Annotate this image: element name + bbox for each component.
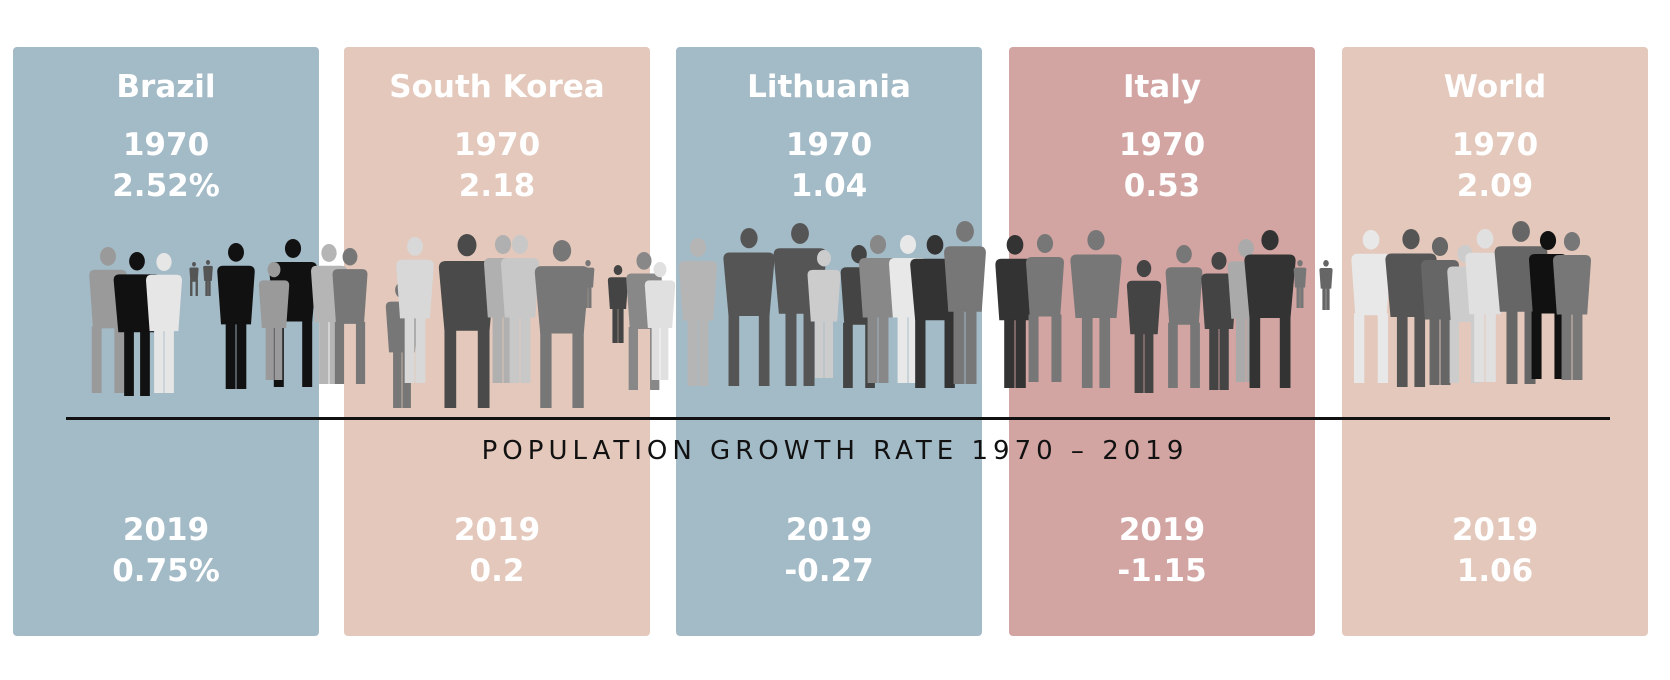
person-silhouette	[995, 235, 1035, 388]
start-year: 1970	[1118, 127, 1206, 163]
person-silhouette	[581, 260, 595, 308]
end-year: 2019	[1118, 512, 1206, 548]
person-silhouette	[1244, 230, 1296, 388]
person-silhouette	[189, 262, 199, 296]
chart-caption: POPULATION GROWTH RATE 1970 – 2019	[481, 436, 1189, 466]
country-name: Brazil	[116, 69, 216, 105]
end-value: 0.2	[469, 553, 525, 589]
start-value: 2.09	[1456, 168, 1534, 204]
person-silhouette	[723, 228, 775, 386]
person-silhouette	[1165, 245, 1203, 388]
timeline-baseline	[66, 417, 1610, 420]
country-name: Lithuania	[747, 69, 911, 105]
start-value: 2.52%	[112, 168, 220, 204]
person-silhouette	[807, 250, 841, 378]
person-silhouette	[217, 243, 255, 389]
end-year: 2019	[1451, 512, 1539, 548]
person-silhouette	[859, 235, 897, 383]
person-silhouette	[203, 260, 213, 296]
start-block: 1970 0.53	[1009, 125, 1315, 207]
start-year: 1970	[785, 127, 873, 163]
start-value: 0.53	[1123, 168, 1201, 204]
person-silhouette	[332, 247, 368, 384]
end-value: 0.75%	[112, 553, 220, 589]
person-silhouette	[944, 221, 986, 384]
country-name: Italy	[1122, 69, 1202, 105]
person-silhouette	[438, 234, 496, 408]
person-silhouette	[258, 262, 290, 380]
person-silhouette	[501, 235, 539, 383]
person-silhouette	[534, 240, 590, 408]
end-value: -1.15	[1117, 553, 1207, 589]
start-value: 2.18	[458, 168, 536, 204]
person-silhouette	[1351, 230, 1391, 383]
person-silhouette	[1201, 252, 1237, 390]
person-silhouette	[1026, 234, 1064, 382]
end-year: 2019	[785, 512, 873, 548]
end-year: 2019	[122, 512, 210, 548]
end-value: 1.06	[1456, 553, 1534, 589]
end-block: 2019 0.2	[344, 510, 650, 592]
person-silhouette	[396, 237, 434, 383]
person-silhouette	[1553, 232, 1591, 380]
person-silhouette	[146, 253, 182, 393]
person-silhouette	[1293, 260, 1307, 308]
start-year: 1970	[453, 127, 541, 163]
person-silhouette	[644, 262, 676, 380]
person-silhouette	[1319, 260, 1333, 310]
start-block: 1970 2.52%	[13, 125, 319, 207]
person-silhouette	[1070, 230, 1122, 388]
start-year: 1970	[1451, 127, 1539, 163]
end-block: 2019 1.06	[1342, 510, 1648, 592]
start-year: 1970	[122, 127, 210, 163]
person-silhouette	[679, 238, 717, 386]
start-block: 1970 2.18	[344, 125, 650, 207]
end-block: 2019 -0.27	[676, 510, 982, 592]
country-name: World	[1443, 69, 1547, 105]
end-block: 2019 0.75%	[13, 510, 319, 592]
start-block: 1970 1.04	[676, 125, 982, 207]
country-name: South Korea	[389, 69, 605, 105]
start-value: 1.04	[790, 168, 868, 204]
end-value: -0.27	[784, 553, 874, 589]
end-block: 2019 -1.15	[1009, 510, 1315, 592]
person-silhouette	[607, 265, 629, 343]
end-year: 2019	[453, 512, 541, 548]
start-block: 1970 2.09	[1342, 125, 1648, 207]
person-silhouette	[1465, 229, 1505, 382]
person-silhouette	[1126, 260, 1162, 393]
